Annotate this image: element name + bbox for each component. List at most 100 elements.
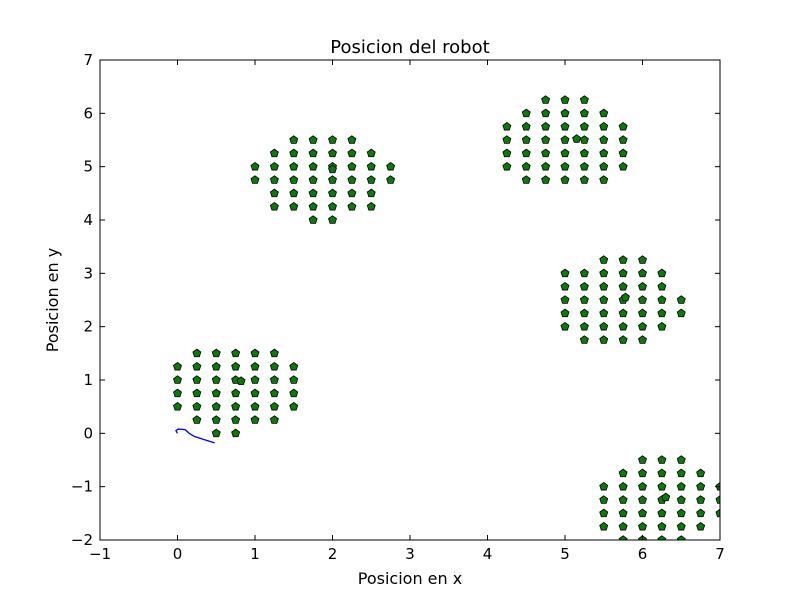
obstacle-2-point <box>347 188 357 198</box>
obstacle-3-point <box>579 175 589 184</box>
obstacle-5-point <box>638 495 647 504</box>
x-tick-label: 5 <box>560 545 570 563</box>
obstacle-5-point <box>676 468 686 478</box>
x-tick-label: 6 <box>638 545 648 563</box>
obstacle-3-point <box>618 148 628 158</box>
obstacle-3-point <box>502 121 512 131</box>
obstacle-5-point <box>657 535 667 540</box>
obstacle-5-point <box>715 495 720 504</box>
obstacle-5-point <box>676 481 686 491</box>
obstacle-1-point <box>250 348 260 358</box>
obstacle-5-point <box>661 492 671 502</box>
obstacle-4-point <box>599 321 609 331</box>
obstacle-5-point <box>657 468 667 478</box>
obstacle-1-point <box>231 348 241 358</box>
obstacle-1-point <box>173 375 182 384</box>
obstacle-3-point <box>502 161 512 171</box>
obstacle-3-point <box>618 135 628 144</box>
obstacle-2-point <box>366 148 376 158</box>
obstacle-4-point <box>676 308 686 318</box>
obstacle-4-point <box>620 292 630 302</box>
obstacle-1-point <box>269 361 279 371</box>
obstacle-4-point <box>560 295 570 304</box>
y-tick-label: 2 <box>83 318 93 336</box>
obstacle-5-point <box>599 508 609 518</box>
obstacle-2-point <box>289 175 299 184</box>
obstacle-1-point <box>231 388 241 398</box>
obstacle-1-point <box>231 401 241 411</box>
y-tick-label: 7 <box>83 51 93 69</box>
obstacle-1-point <box>231 361 241 371</box>
obstacle-1-point <box>269 415 279 424</box>
obstacle-3-point <box>599 135 609 144</box>
x-tick-label: 1 <box>250 545 260 563</box>
y-axis-label: Posicion en y <box>43 248 62 352</box>
y-tick-label: 4 <box>83 211 93 229</box>
y-tick-label: 5 <box>83 158 93 176</box>
obstacle-1-point <box>250 375 260 384</box>
obstacle-2-point <box>366 188 376 198</box>
obstacle-5-point <box>618 481 628 491</box>
obstacle-2-point <box>289 201 299 211</box>
obstacle-4-point <box>560 321 570 331</box>
obstacle-4-point <box>638 335 647 344</box>
obstacle-4-point <box>618 281 628 291</box>
obstacle-5-point <box>599 521 609 531</box>
obstacle-2-point <box>328 188 337 198</box>
obstacle-1-point <box>192 415 202 424</box>
obstacle-1-point <box>250 361 260 371</box>
obstacle-4-point <box>599 268 609 278</box>
obstacle-3-point <box>560 161 570 171</box>
obstacle-3-point <box>541 121 551 131</box>
obstacle-4-point <box>638 255 647 264</box>
obstacle-3-point <box>521 135 531 144</box>
x-tick-label: 3 <box>405 545 415 563</box>
obstacle-4-point <box>579 295 589 304</box>
obstacle-3-point <box>579 121 589 131</box>
obstacle-4-point <box>657 321 667 331</box>
chart-title: Posicion del robot <box>330 37 489 58</box>
obstacle-1-point <box>211 361 221 371</box>
obstacle-5-point <box>618 508 628 518</box>
y-tick-label: 1 <box>83 371 93 389</box>
obstacle-5-point <box>676 495 686 504</box>
obstacle-1-point <box>192 388 202 398</box>
obstacle-4-point <box>638 268 647 278</box>
obstacle-3-point <box>579 135 589 144</box>
obstacle-1-point <box>173 401 182 411</box>
obstacle-5-point <box>599 495 609 504</box>
obstacle-5-point <box>638 508 647 518</box>
obstacle-3-point <box>572 134 582 143</box>
obstacle-1-point <box>211 375 221 384</box>
obstacle-3-point <box>541 108 551 118</box>
obstacle-5-point <box>618 521 628 531</box>
obstacle-3-point <box>579 108 589 118</box>
obstacle-3-point <box>502 148 512 158</box>
obstacle-4-point <box>657 295 667 304</box>
obstacle-2-point <box>250 161 260 171</box>
obstacle-5-point <box>696 521 706 531</box>
obstacle-3-point <box>521 121 531 131</box>
obstacle-3-point <box>618 121 628 131</box>
x-tick-label: −1 <box>89 545 111 563</box>
obstacle-4-point <box>599 281 609 291</box>
obstacle-4-point <box>599 295 609 304</box>
obstacle-1-point <box>250 415 260 424</box>
obstacle-2-point <box>328 215 337 224</box>
obstacle-4-point <box>599 308 609 318</box>
obstacle-1-point <box>231 428 241 438</box>
obstacle-2-point <box>269 161 279 171</box>
obstacle-2-point <box>289 161 299 171</box>
obstacle-3-point <box>560 121 570 131</box>
obstacle-1-point <box>211 428 221 438</box>
obstacle-4-point <box>618 308 628 318</box>
obstacle-3-point <box>599 148 609 158</box>
obstacle-4-point <box>618 321 628 331</box>
obstacle-3-point <box>560 108 570 118</box>
obstacle-1-point <box>269 375 279 384</box>
obstacle-2-point <box>328 148 337 158</box>
obstacle-1-point <box>211 348 221 358</box>
obstacle-3-point <box>541 161 551 171</box>
obstacle-3-point <box>560 148 570 158</box>
obstacle-5-point <box>676 521 686 531</box>
